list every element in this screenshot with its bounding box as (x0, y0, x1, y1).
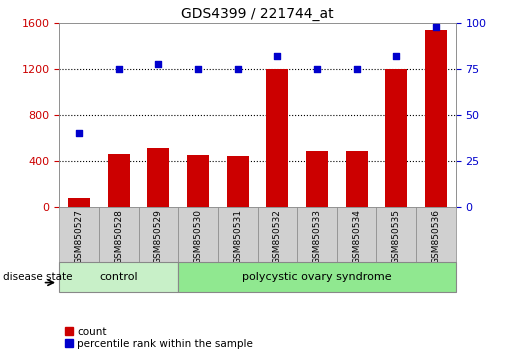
Bar (178, 207, 218, 262)
Text: GSM850533: GSM850533 (313, 209, 321, 264)
Bar (266, 69, 288, 207)
Bar (416, 207, 456, 262)
Bar (187, 155, 209, 207)
Bar (178, 262, 456, 292)
Bar (385, 69, 407, 207)
Bar (258, 207, 297, 262)
Point (154, 61, 162, 66)
Bar (59, 262, 178, 292)
Legend: count, percentile rank within the sample: count, percentile rank within the sample (64, 327, 253, 349)
Text: GSM850534: GSM850534 (352, 209, 361, 264)
Text: GSM850535: GSM850535 (392, 209, 401, 264)
Bar (108, 154, 130, 207)
Point (352, 66, 360, 72)
Point (313, 66, 321, 72)
Bar (297, 207, 337, 262)
Point (233, 66, 242, 72)
Bar (337, 207, 376, 262)
Text: GSM850532: GSM850532 (273, 209, 282, 264)
Bar (59, 207, 99, 262)
Bar (218, 207, 258, 262)
Text: GSM850529: GSM850529 (154, 209, 163, 264)
Point (114, 66, 123, 72)
Bar (376, 207, 416, 262)
Point (392, 53, 401, 59)
Bar (68, 198, 90, 207)
Bar (425, 30, 447, 207)
Text: polycystic ovary syndrome: polycystic ovary syndrome (242, 272, 392, 282)
Bar (306, 151, 328, 207)
Text: control: control (99, 272, 138, 282)
Title: GDS4399 / 221744_at: GDS4399 / 221744_at (181, 7, 334, 21)
Text: GSM850527: GSM850527 (75, 209, 83, 264)
Bar (346, 151, 368, 207)
Text: GSM850531: GSM850531 (233, 209, 242, 264)
Point (75, 131, 83, 136)
Point (194, 66, 202, 72)
Bar (147, 148, 169, 207)
Text: disease state: disease state (3, 272, 72, 282)
Text: GSM850528: GSM850528 (114, 209, 123, 264)
Point (432, 24, 440, 29)
Text: GSM850536: GSM850536 (432, 209, 440, 264)
Bar (139, 207, 178, 262)
Text: GSM850530: GSM850530 (194, 209, 202, 264)
Bar (99, 207, 139, 262)
Point (273, 53, 281, 59)
Bar (227, 156, 249, 207)
